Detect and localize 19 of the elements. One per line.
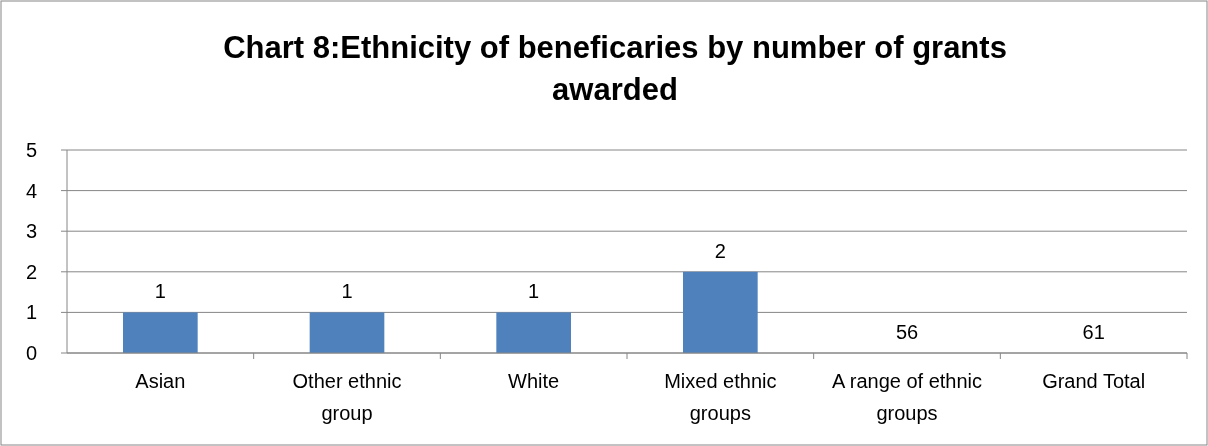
chart-title: Chart 8:Ethnicity of beneficaries by number of grants awarded: [223, 30, 1007, 107]
y-tick-label: 0: [25, 342, 37, 364]
y-tick-label: 2: [25, 260, 37, 283]
text: 61: [1082, 321, 1105, 343]
x-tick-label: A range of ethnic groups: [831, 370, 983, 424]
y-tick-label: 3: [25, 220, 37, 243]
data-label: 1: [341, 280, 353, 303]
text: 56: [895, 321, 919, 343]
y-tick-label: 5: [25, 139, 37, 161]
y-tick-label: 1: [25, 301, 37, 324]
x-tick-label: Grand Total: [1042, 370, 1146, 392]
x-tick-label: Other ethnic group: [292, 370, 402, 424]
data-label: 2: [714, 239, 726, 262]
y-tick-label: 4: [25, 179, 37, 202]
data-label: 1: [528, 280, 540, 303]
data-label: 1: [154, 280, 166, 303]
x-tick-label: Mixed ethnic groups: [664, 370, 777, 424]
x-tick-label: White: [508, 370, 560, 392]
x-tick-label: Asian: [135, 370, 186, 392]
